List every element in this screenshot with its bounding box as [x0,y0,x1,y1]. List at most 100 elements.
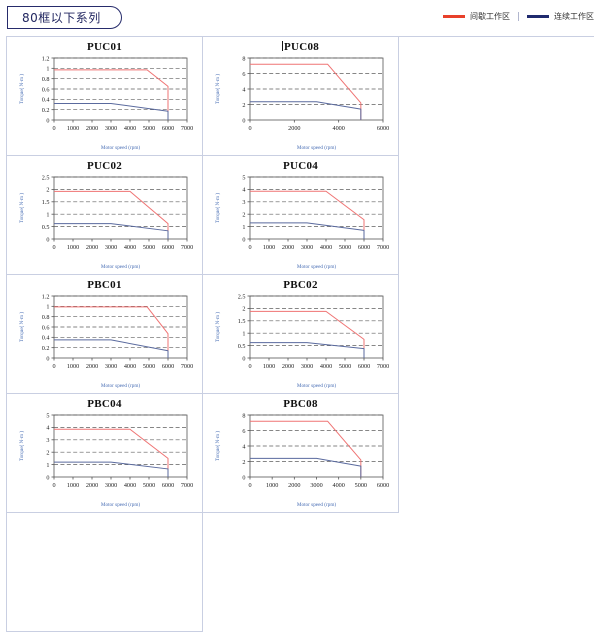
svg-text:0: 0 [242,236,245,243]
y-axis-label: Torque( N·m ) [18,312,25,342]
svg-text:2000: 2000 [282,244,294,251]
x-axis-label: Motor speed (rpm) [101,501,140,508]
svg-text:7000: 7000 [181,125,193,132]
svg-text:7000: 7000 [181,363,193,370]
series-line [54,190,169,239]
svg-text:3000: 3000 [310,482,322,489]
svg-text:0.5: 0.5 [238,343,246,350]
chart-plot: 0 1000 2000 3000 4000 5000 6000 7000 0 1 2 3 4 5 Motor… [18,412,193,508]
x-axis-label: Motor speed (rpm) [101,263,140,270]
series-line [250,342,365,358]
svg-text:1.2: 1.2 [42,293,50,300]
series-line [54,428,169,477]
svg-text:6000: 6000 [162,244,174,251]
chart-plot: 0 1000 2000 3000 4000 5000 6000 7000 0 0.2 0.4 0.6 0… [18,293,193,389]
series-line [54,69,169,120]
chart-title: PUC04 [203,160,398,172]
svg-text:4: 4 [242,187,245,194]
svg-text:3000: 3000 [301,244,313,251]
chart-cell-puc04: PUC04 0 1000 2000 3000 4000 5000 6000 7000 0 1 2 3 4 5… [203,156,399,275]
svg-text:2000: 2000 [86,125,98,132]
svg-text:6000: 6000 [377,125,389,132]
chart-cell-puc02: PUC02 0 1000 2000 3000 4000 5000 6000 7000 0 0.5 1 1… [7,156,203,275]
svg-text:4000: 4000 [332,482,344,489]
series-line [54,102,169,120]
x-axis-label: Motor speed (rpm) [101,382,140,389]
svg-text:2000: 2000 [282,363,294,370]
svg-text:0: 0 [52,363,55,370]
series-line [54,339,169,358]
x-axis-label: Motor speed (rpm) [297,263,336,270]
chart-title-text: PUC01 [86,41,123,53]
svg-text:3000: 3000 [105,125,117,132]
svg-text:0.4: 0.4 [42,97,50,104]
chart-title: PBC08 [203,398,398,410]
chart-title: PBC01 [7,279,202,291]
svg-text:0: 0 [46,355,49,362]
x-axis-label: Motor speed (rpm) [297,144,336,151]
svg-text:5000: 5000 [339,363,351,370]
legend-swatch-continuous [527,15,549,18]
svg-text:0: 0 [248,363,251,370]
series-line [250,63,362,120]
svg-text:1: 1 [46,66,49,73]
chart-cell-pbc08: PBC08 0 1000 2000 3000 4000 5000 6000 0 2 4 6 8 Motor… [203,394,399,513]
series-line [250,101,362,120]
x-axis-label: Motor speed (rpm) [297,382,336,389]
chart-title: PUC08 [203,41,398,53]
svg-text:0.2: 0.2 [42,345,50,352]
chart-title: PUC02 [7,160,202,172]
svg-text:2: 2 [242,102,245,109]
svg-text:1.2: 1.2 [42,55,50,62]
svg-text:5000: 5000 [355,482,367,489]
series-line [250,222,365,239]
svg-text:1: 1 [242,331,245,338]
svg-text:3000: 3000 [105,363,117,370]
svg-text:1000: 1000 [67,363,79,370]
svg-text:0.2: 0.2 [42,107,50,114]
svg-text:7000: 7000 [377,363,389,370]
svg-text:3000: 3000 [301,363,313,370]
y-axis-label: Torque( N·m ) [18,193,25,223]
svg-text:4000: 4000 [320,363,332,370]
svg-text:6: 6 [242,71,245,78]
legend-swatch-intermittent [442,15,465,18]
svg-text:0: 0 [248,244,251,251]
svg-text:0: 0 [46,236,49,243]
legend-separator: | [516,11,520,22]
svg-text:0: 0 [52,125,55,132]
series-category-tab[interactable]: 80框以下系列 [7,6,122,29]
svg-text:3000: 3000 [105,244,117,251]
chart-title-text: PUC02 [86,160,123,172]
svg-text:2.5: 2.5 [238,293,246,300]
chart-title: PBC04 [7,398,202,410]
svg-text:4000: 4000 [124,244,136,251]
svg-text:5000: 5000 [143,244,155,251]
svg-text:1000: 1000 [263,363,275,370]
svg-text:2: 2 [242,212,245,219]
svg-text:1: 1 [46,212,49,219]
chart-title-text: PBC08 [283,398,318,410]
series-line [250,310,365,358]
svg-text:3: 3 [242,199,245,206]
svg-text:4000: 4000 [124,125,136,132]
chart-cell-puc01: PUC01 0 1000 2000 3000 4000 5000 6000 7000 0 0.2 0.… [7,37,203,156]
legend-label-continuous: 连续工作区 [554,12,594,21]
legend-item-continuous: 连续工作区 [527,11,594,22]
svg-text:0.5: 0.5 [42,224,50,231]
legend-label-intermittent: 间歇工作区 [469,12,510,21]
svg-text:4000: 4000 [332,125,344,132]
svg-text:1.5: 1.5 [238,318,246,325]
svg-text:0: 0 [242,117,245,124]
x-axis-label: Motor speed (rpm) [101,144,140,151]
chart-title-text: PUC08 [283,41,320,53]
legend-item-intermittent: 间歇工作区 [442,11,510,22]
svg-text:7000: 7000 [377,244,389,251]
chart-cell-pbc01: PBC01 0 1000 2000 3000 4000 5000 6000 7000 0 0.2 0.… [7,275,203,394]
svg-text:4: 4 [242,443,245,450]
chart-cell-puc08: PUC08 0 2000 4000 6000 0 2 4 6 8 Motor speed (rpm)… [203,37,399,156]
y-axis-label: Torque( N·m ) [214,74,221,104]
chart-grid: PUC01 0 1000 2000 3000 4000 5000 6000 7000 0 0.2 0.… [6,36,594,632]
series-category-label: 80框以下系列 [22,11,101,25]
svg-text:8: 8 [242,55,245,62]
